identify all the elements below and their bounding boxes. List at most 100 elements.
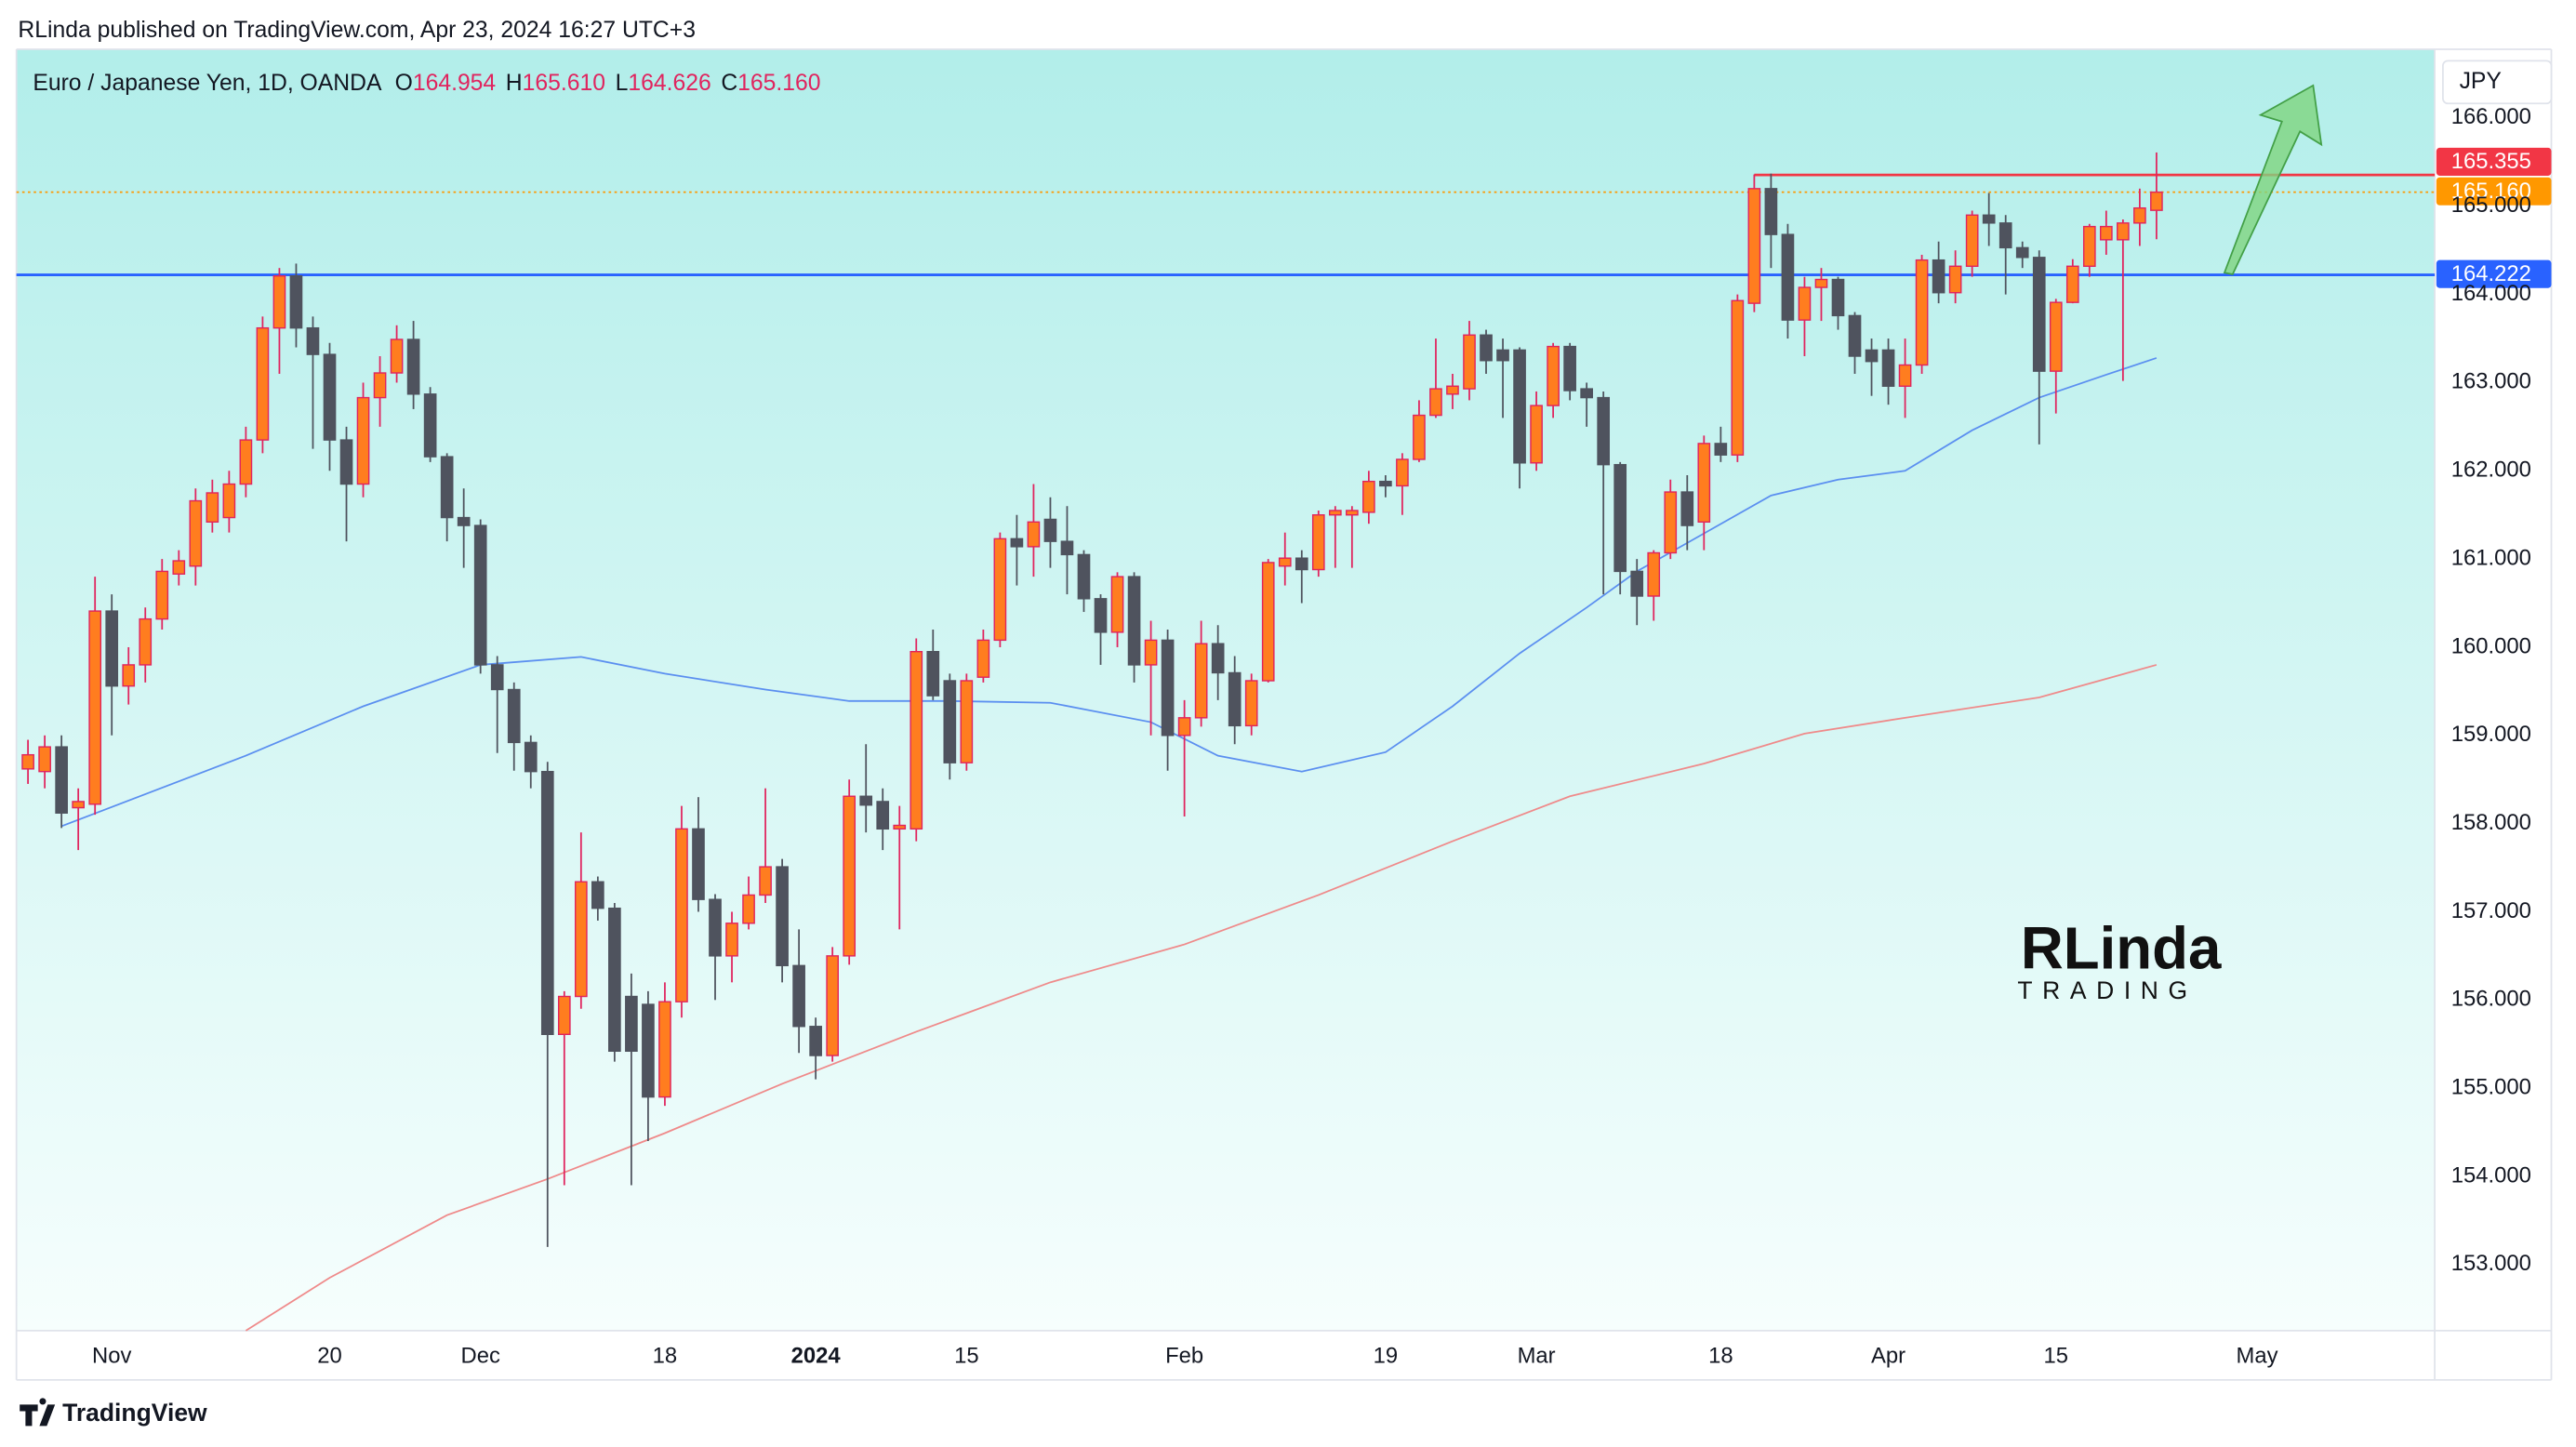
candle-body bbox=[457, 516, 471, 526]
price-tag-label: 164.222 bbox=[2451, 261, 2531, 286]
footer-logo bbox=[20, 1398, 56, 1427]
watermark-sub: TRADING bbox=[2017, 976, 2197, 1004]
candle-body bbox=[642, 1003, 655, 1098]
candle-body bbox=[1831, 278, 1845, 317]
price-tag-label: 165.355 bbox=[2451, 149, 2531, 174]
x-tick-label: 2024 bbox=[791, 1343, 842, 1368]
candle-body bbox=[105, 610, 119, 687]
x-tick-label: 18 bbox=[653, 1343, 678, 1368]
candle-body bbox=[55, 746, 68, 814]
candle-body bbox=[893, 824, 907, 830]
candle-body bbox=[155, 570, 169, 620]
currency-label[interactable]: JPY bbox=[2460, 69, 2502, 94]
candle-body bbox=[910, 651, 923, 830]
y-tick-label: 154.000 bbox=[2451, 1162, 2531, 1188]
y-tick-label: 156.000 bbox=[2451, 987, 2531, 1012]
price-tag-label: 165.160 bbox=[2451, 179, 2531, 204]
candle-body bbox=[2015, 246, 2029, 259]
candle-body bbox=[557, 995, 571, 1035]
candle-body bbox=[256, 326, 270, 441]
footer-text: TradingView bbox=[62, 1399, 207, 1427]
candle-body bbox=[339, 439, 353, 485]
candle-body bbox=[709, 898, 722, 957]
candle-body bbox=[473, 524, 487, 666]
candle-body bbox=[2150, 191, 2163, 211]
y-tick-label: 166.000 bbox=[2451, 104, 2531, 129]
candle-body bbox=[1110, 576, 1124, 633]
candle-body bbox=[742, 894, 755, 924]
candle-body bbox=[1043, 518, 1057, 542]
y-tick-label: 163.000 bbox=[2451, 369, 2531, 394]
candle-body bbox=[1647, 551, 1661, 597]
candle-body bbox=[540, 770, 554, 1035]
candle-body bbox=[1496, 349, 1509, 362]
legend-title: Euro / Japanese Yen, 1D, OANDA bbox=[33, 71, 382, 96]
candle-body bbox=[1027, 521, 1041, 548]
candle-body bbox=[759, 866, 772, 896]
price-tag bbox=[2436, 259, 2552, 288]
candle-body bbox=[1077, 553, 1091, 600]
candle-body bbox=[1597, 396, 1611, 466]
price-tag-layer: 165.355 165.160 164.222 bbox=[2436, 147, 2552, 288]
candle-body bbox=[943, 680, 957, 763]
candle-body bbox=[1798, 286, 1812, 321]
candle-body bbox=[1764, 188, 1778, 235]
candle-body bbox=[843, 795, 856, 957]
candle-body bbox=[1881, 349, 1895, 387]
x-tick-label: Nov bbox=[92, 1343, 131, 1368]
candle-body bbox=[1480, 334, 1493, 362]
candle-body bbox=[1278, 557, 1292, 567]
moving-average-line bbox=[60, 357, 2158, 828]
candle-body bbox=[2032, 257, 2046, 372]
candle-body bbox=[1060, 540, 1074, 556]
candle-body bbox=[289, 275, 303, 329]
candle-body bbox=[1547, 345, 1560, 406]
candle-body bbox=[2133, 206, 2146, 224]
candle-body bbox=[1228, 671, 1242, 727]
candle-body bbox=[809, 1026, 822, 1056]
candle-body bbox=[1965, 214, 1979, 267]
candle-body bbox=[1094, 598, 1108, 633]
candle-body bbox=[993, 538, 1007, 642]
candle-body bbox=[976, 639, 990, 678]
legend-key: L bbox=[616, 71, 629, 96]
candle-body bbox=[1580, 388, 1593, 399]
candle-body bbox=[692, 828, 705, 900]
legend-value: 164.626 bbox=[628, 71, 710, 96]
y-tick-label: 160.000 bbox=[2451, 633, 2531, 658]
legend-key: H bbox=[506, 71, 523, 96]
candle-body bbox=[1747, 188, 1761, 304]
candle-body bbox=[1915, 259, 1929, 366]
plot-background bbox=[16, 48, 2436, 1331]
candle-body bbox=[1697, 443, 1711, 524]
candle-body bbox=[1346, 510, 1359, 516]
x-tick-label: 15 bbox=[2044, 1343, 2069, 1368]
candle-body bbox=[1446, 385, 1459, 395]
legend-value: 165.160 bbox=[737, 71, 820, 96]
candle-body bbox=[1295, 557, 1308, 571]
indicator-layer bbox=[16, 173, 2436, 1332]
candle-body bbox=[1865, 349, 1879, 363]
candle-body bbox=[876, 801, 890, 830]
candle-body bbox=[1848, 314, 1862, 357]
candle-body bbox=[608, 907, 621, 1053]
candle-body bbox=[440, 456, 454, 519]
candle-body bbox=[1211, 643, 1225, 674]
candle-body bbox=[2065, 265, 2079, 303]
x-tick-label: 19 bbox=[1374, 1343, 1399, 1368]
candle-body bbox=[591, 881, 604, 909]
currency-box[interactable] bbox=[2442, 60, 2553, 105]
candle-body bbox=[1680, 491, 1694, 526]
candle-body bbox=[490, 664, 504, 691]
candle-body bbox=[72, 801, 86, 809]
candle-body bbox=[2082, 225, 2096, 267]
candle-body bbox=[323, 353, 337, 441]
candle-body bbox=[926, 651, 940, 697]
candle-body bbox=[122, 664, 136, 687]
candle-body bbox=[1161, 639, 1175, 737]
candle-body bbox=[1177, 717, 1191, 737]
x-tick-label: 15 bbox=[954, 1343, 979, 1368]
x-tick-label: May bbox=[2237, 1343, 2278, 1368]
